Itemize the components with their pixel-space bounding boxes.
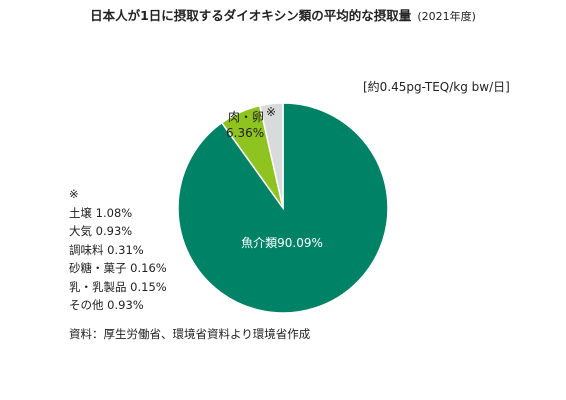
others-item-value: 0.31% xyxy=(107,242,144,257)
slice-label-fish-value: 90.09% xyxy=(277,236,323,250)
others-item: 土壌 1.08% xyxy=(69,204,167,223)
others-item: 調味料 0.31% xyxy=(69,241,167,260)
others-item-label: その他 xyxy=(69,298,104,312)
others-item-label: 砂糖・菓子 xyxy=(69,261,127,275)
chart-title-text: 日本人が1日に摂取するダイオキシン類の平均的な摂取量 xyxy=(90,8,412,23)
others-item-value: 0.93% xyxy=(107,298,144,312)
others-item-label: 乳・乳製品 xyxy=(69,279,127,294)
chart-subtitle: (2021年度) xyxy=(417,10,476,23)
others-item: 砂糖・菓子 0.16% xyxy=(69,259,167,278)
source-note: 資料：厚生労働省、環境省資料より環境省作成 xyxy=(69,327,311,341)
others-marker: ※ xyxy=(69,187,79,201)
others-item: その他 0.93% xyxy=(69,296,167,315)
others-breakdown: ※ 土壌 1.08% 大気 0.93% 調味料 0.31% 砂糖・菓子 0.16… xyxy=(69,185,167,315)
unit-label: [約0.45pg-TEQ/kg bw/日] xyxy=(363,80,510,94)
others-item: 大気 0.93% xyxy=(69,222,167,241)
others-item-label: 土壌 xyxy=(69,205,92,220)
others-item-value: 0.93% xyxy=(95,224,133,238)
slice-label-fish: 魚介類90.09% xyxy=(241,236,323,250)
chart-title: 日本人が1日に摂取するダイオキシン類の平均的な摂取量 (2021年度) xyxy=(0,5,566,24)
pie-slices xyxy=(177,102,389,314)
slice-label-meat-egg-name: 肉・卵 xyxy=(228,110,264,124)
slice-label-meat-egg-value: 6.36% xyxy=(226,126,264,140)
others-item-value: 0.16% xyxy=(130,261,167,275)
others-item-value: 0.15% xyxy=(130,279,167,294)
pie-slice-other xyxy=(258,102,284,209)
slice-label-fish-name: 魚介類 xyxy=(241,236,277,250)
slice-label-other-marker: ※ xyxy=(266,105,276,119)
others-item: 乳・乳製品 0.15% xyxy=(69,278,167,297)
others-item-value: 1.08% xyxy=(95,205,133,220)
others-item-label: 大気 xyxy=(69,224,92,238)
others-item-label: 調味料 xyxy=(69,242,104,257)
